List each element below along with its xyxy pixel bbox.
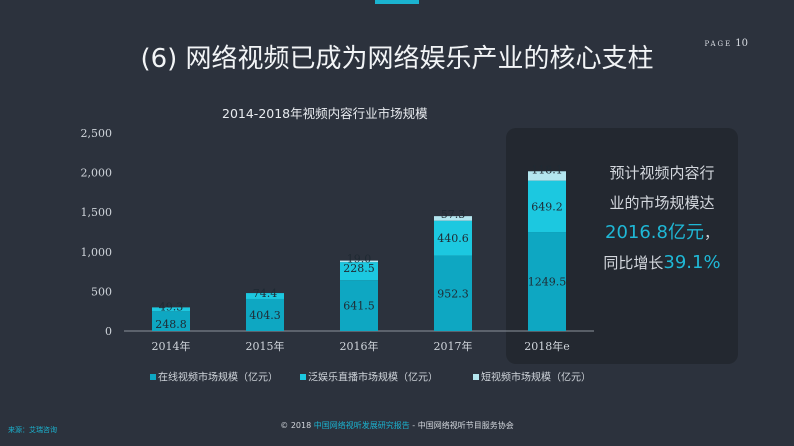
page-indicator: PAGE 10 <box>704 38 748 49</box>
callout-text: 预计视频内容行 业的市场规模达 2016.8亿元， 同比增长39.1% <box>592 158 732 278</box>
bar-value-label: 952.3 <box>437 287 469 300</box>
legend-label: 在线视频市场规模（亿元） <box>158 371 278 384</box>
footer: © 2018 中国网络视听发展研究报告 - 中国网络视听节目服务协会 <box>0 420 794 431</box>
bar-value-label: 57.3 <box>441 208 466 221</box>
legend-label: 短视频市场规模（亿元） <box>481 371 591 384</box>
bar-segment <box>434 220 472 256</box>
legend-swatch <box>473 374 479 380</box>
bar-value-label: 404.3 <box>249 309 281 322</box>
page-number: 10 <box>735 38 748 49</box>
slide-title: (6) 网络视频已成为网络娱乐产业的核心支柱 <box>140 44 654 74</box>
callout-comma: ， <box>703 224 719 242</box>
bar-segment <box>434 216 472 221</box>
callout-line-1: 预计视频内容行 <box>609 164 715 182</box>
bar-segment <box>528 171 566 181</box>
y-tick-label: 0 <box>105 325 112 338</box>
legend-swatch <box>300 374 306 380</box>
bar-segment <box>246 298 284 331</box>
bar-value-label: 19.0 <box>347 253 372 266</box>
bar-segment <box>528 232 566 331</box>
footer-separator: - <box>409 421 418 430</box>
bar-segment <box>152 307 190 312</box>
x-tick-label: 2015年 <box>246 339 285 353</box>
chart-svg: 0 500 1,000 1,500 2,000 2,500 248.8 49.3 2014年 40… <box>81 127 594 384</box>
bar-segment <box>246 293 284 299</box>
y-tick-label: 1,000 <box>81 246 113 259</box>
footer-copyright: © 2018 <box>280 421 314 430</box>
bar-segment <box>340 262 378 281</box>
bar-value-label: 228.5 <box>343 262 375 275</box>
y-tick-label: 2,500 <box>81 127 113 140</box>
bar-value-label: 74.4 <box>253 287 278 300</box>
callout-line-2: 业的市场规模达 <box>609 194 715 212</box>
x-tick-label: 2016年 <box>340 339 379 353</box>
bar-value-label: 649.2 <box>531 200 563 213</box>
bar-value-label: 440.6 <box>437 232 469 245</box>
bar-value-label: 1249.5 <box>528 276 567 289</box>
callout-growth-prefix: 同比增长 <box>603 254 664 272</box>
bar-segment <box>340 280 378 331</box>
bar-value-label: 118.1 <box>531 163 563 176</box>
x-tick-label: 2018年e <box>524 339 570 353</box>
callout-value: 2016.8亿元 <box>605 222 704 243</box>
x-tick-label: 2014年 <box>152 339 191 353</box>
chart-title: 2014-2018年视频内容行业市场规模 <box>222 106 428 121</box>
footer-report-link[interactable]: 中国网络视听发展研究报告 <box>313 421 410 430</box>
top-accent-bar <box>375 0 419 4</box>
page-word: PAGE <box>704 40 733 48</box>
callout-growth-value: 39.1% <box>663 252 721 273</box>
source-note: 来源：艾瑞咨询 <box>8 426 57 434</box>
x-tick-label: 2017年 <box>434 339 473 353</box>
bar-segment <box>528 180 566 233</box>
y-tick-label: 1,500 <box>81 206 113 219</box>
footer-org: 中国网络视听节目服务协会 <box>417 421 514 430</box>
y-tick-label: 2,000 <box>81 167 113 180</box>
legend-swatch <box>150 374 156 380</box>
bar-value-label: 49.3 <box>159 300 184 313</box>
bar-segment <box>434 255 472 331</box>
y-tick-label: 500 <box>91 285 112 298</box>
bar-value-label: 248.8 <box>155 318 187 331</box>
bar-segment <box>340 260 378 263</box>
bar-value-label: 641.5 <box>343 300 375 313</box>
bar-segment <box>152 311 190 331</box>
legend-label: 泛娱乐直播市场规模（亿元） <box>308 371 438 384</box>
